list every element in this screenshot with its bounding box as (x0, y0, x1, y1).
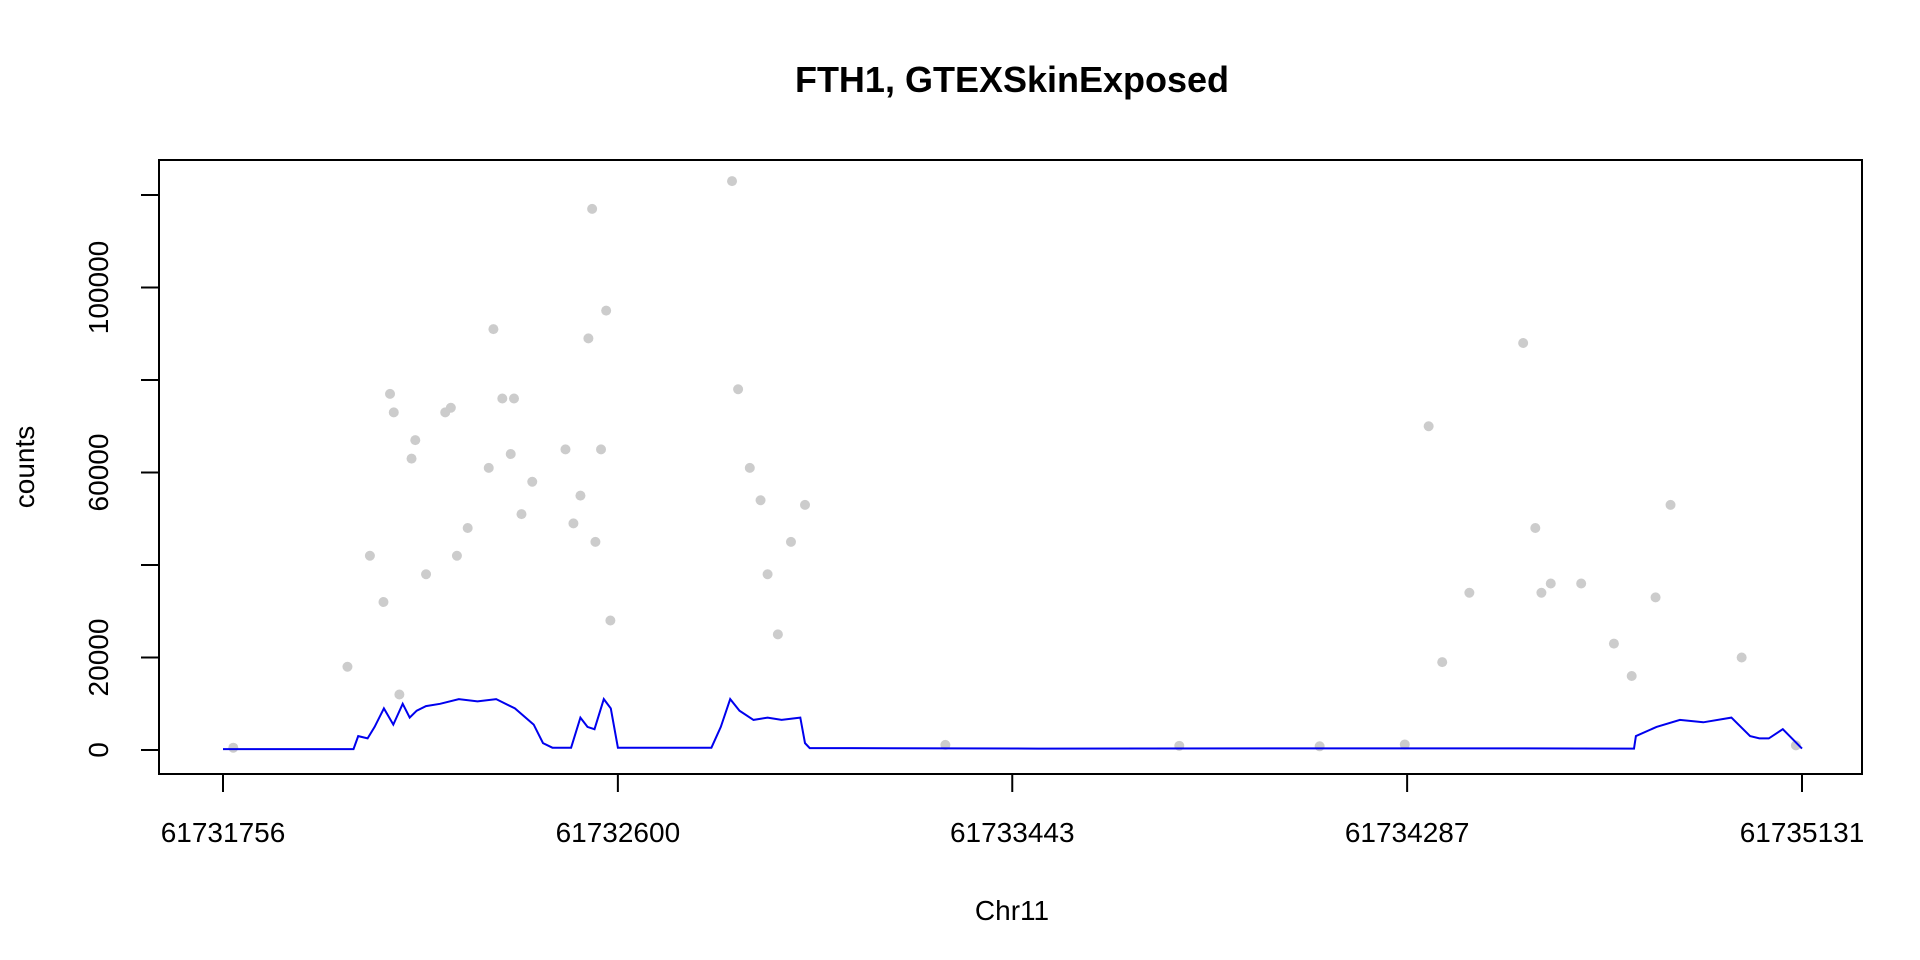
data-point (421, 569, 432, 580)
data-point (1423, 421, 1434, 432)
data-point (1399, 739, 1410, 750)
data-point (1464, 587, 1475, 598)
data-point (462, 523, 473, 533)
points-layer (228, 176, 1801, 753)
data-point (509, 393, 520, 404)
data-point (516, 509, 527, 520)
data-point (505, 449, 516, 459)
x-tick-label: 61733443 (950, 817, 1075, 848)
x-axis-label: Chr11 (975, 895, 1049, 926)
data-point (1736, 652, 1747, 663)
data-point (772, 629, 783, 640)
data-point (1608, 638, 1619, 649)
data-point (483, 462, 494, 473)
data-point (378, 597, 389, 607)
y-axis: 0 20000 60000 100000 (83, 194, 160, 758)
data-point (1665, 499, 1676, 510)
data-point (762, 569, 773, 580)
y-tick-label: 100000 (83, 241, 114, 334)
data-point (385, 388, 396, 399)
line-layer (223, 696, 1803, 751)
data-point (228, 742, 239, 753)
data-point (406, 453, 417, 464)
data-point (785, 536, 796, 547)
data-point (755, 495, 766, 506)
data-point (342, 661, 353, 672)
data-point (1518, 338, 1529, 348)
data-point (601, 305, 612, 316)
y-tick-label: 0 (83, 742, 114, 758)
data-point (590, 536, 601, 547)
data-point (445, 402, 456, 413)
plot-frame (158, 159, 1863, 775)
data-point (727, 176, 738, 187)
data-point (560, 444, 571, 455)
data-point (568, 518, 579, 529)
data-point (1626, 671, 1637, 681)
y-tick-label: 20000 (83, 619, 114, 697)
y-tick-label: 60000 (83, 434, 114, 512)
data-point (394, 689, 405, 700)
data-point (451, 550, 462, 561)
data-point (497, 393, 508, 404)
data-point (410, 435, 421, 446)
data-point (575, 490, 586, 501)
data-point (587, 203, 598, 214)
x-axis: 61731756 61732600 61733443 61734287 61735131 (161, 773, 1865, 848)
x-tick-label: 61734287 (1345, 817, 1470, 848)
data-point (1536, 587, 1547, 598)
data-point (800, 499, 811, 510)
data-point (1576, 578, 1587, 589)
data-point (744, 462, 755, 473)
x-tick-label: 61731756 (161, 817, 286, 848)
data-point (527, 476, 538, 487)
data-point (1437, 657, 1448, 668)
data-point (488, 324, 499, 335)
data-point (733, 384, 744, 395)
data-point (388, 407, 399, 418)
data-point (596, 444, 607, 455)
x-tick-label: 61732600 (556, 817, 681, 848)
x-tick-label: 61735131 (1740, 817, 1865, 848)
data-point (1530, 523, 1541, 533)
chart-title: FTH1, GTEXSkinExposed (795, 59, 1229, 100)
data-point (1545, 578, 1556, 589)
data-point (1650, 592, 1661, 603)
data-point (1790, 740, 1801, 751)
data-point (1314, 741, 1325, 752)
data-point (605, 615, 616, 626)
data-point (583, 333, 594, 344)
y-axis-label: counts (9, 426, 40, 509)
data-point (364, 550, 375, 561)
mean-line (223, 696, 1803, 751)
